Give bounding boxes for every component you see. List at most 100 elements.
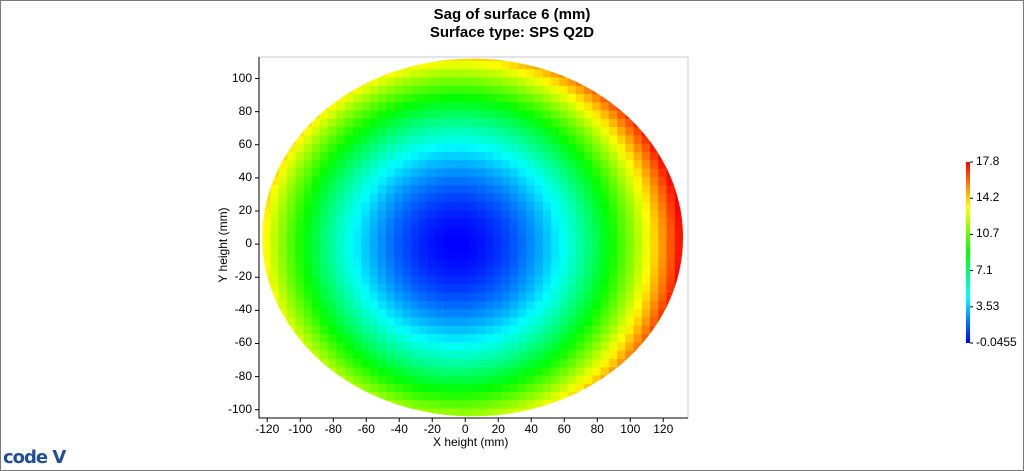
heat-cell [427, 85, 437, 95]
heat-cell [476, 60, 486, 70]
heat-cell [311, 316, 321, 326]
heat-cell [402, 408, 412, 417]
heat-cell [410, 234, 420, 244]
heat-cell [369, 242, 379, 252]
heat-cell [633, 134, 643, 144]
heat-cell [460, 134, 470, 144]
heat-cell [534, 292, 544, 302]
heat-cell [303, 374, 313, 384]
heat-cell [394, 300, 404, 310]
heat-cell [476, 283, 486, 293]
heat-cell [633, 250, 643, 260]
heat-cell [575, 341, 585, 351]
heat-cell [394, 383, 404, 393]
heat-cell [608, 350, 618, 359]
heat-cell [262, 101, 272, 111]
heat-cell [311, 184, 321, 194]
heat-cell [353, 292, 362, 302]
heat-cell [344, 267, 354, 277]
heat-cell [518, 242, 527, 252]
heat-cell [410, 192, 420, 202]
heat-cell [592, 60, 602, 70]
heat-cell [410, 118, 420, 128]
heat-cell [559, 176, 569, 186]
heat-cell [542, 201, 552, 210]
heat-cell [377, 283, 387, 293]
heat-cell [295, 391, 305, 401]
heat-cell [369, 267, 379, 277]
heat-cell [658, 225, 668, 235]
heat-cell [377, 192, 387, 202]
heat-cell [394, 217, 404, 227]
heat-cell [394, 366, 404, 376]
heat-cell [443, 408, 453, 417]
heat-cell [468, 292, 478, 302]
heat-cell [625, 242, 635, 252]
heat-cell [468, 250, 478, 260]
heat-cell [542, 300, 552, 310]
codev-logo: code V [3, 447, 66, 468]
heat-cell [633, 225, 643, 235]
heat-cell [336, 292, 346, 302]
heat-cell [674, 217, 684, 227]
heat-cell [377, 267, 387, 277]
heat-cell [344, 259, 354, 268]
heat-cell [328, 68, 338, 78]
heat-cell [567, 101, 577, 111]
heat-cell [534, 391, 544, 401]
heat-cell [575, 118, 585, 128]
heat-cell [394, 283, 404, 293]
heat-cell [658, 358, 668, 368]
heat-cell [452, 242, 461, 252]
heat-cell [270, 192, 280, 202]
heat-cell [625, 225, 635, 235]
heat-cell [600, 76, 610, 86]
heat-cell [443, 358, 453, 368]
heat-cell [526, 159, 536, 169]
heat-cell [443, 250, 453, 260]
heat-cell [658, 209, 668, 219]
heat-cell [353, 350, 362, 359]
heat-cell [608, 58, 618, 61]
heat-cell [377, 333, 387, 343]
heat-cell [320, 250, 329, 260]
heat-cell [493, 184, 503, 194]
heat-cell [584, 300, 593, 310]
heat-cell [476, 209, 486, 219]
heat-cell [460, 399, 470, 409]
heat-cell [452, 184, 461, 194]
heat-cell [435, 176, 445, 186]
heat-cell [493, 176, 503, 186]
heat-cell [641, 68, 651, 78]
heat-cell [551, 217, 560, 227]
heat-cell [328, 234, 338, 244]
heat-cell [460, 176, 470, 186]
heat-cell [278, 167, 288, 177]
heat-cell [600, 134, 610, 144]
heat-cell [287, 234, 296, 244]
heat-cell [353, 118, 362, 128]
heat-cell [452, 151, 461, 161]
heat-cell [262, 167, 272, 177]
colorbar-tick-label: 17.8 [976, 154, 1000, 168]
heat-cell [427, 176, 437, 186]
heat-cell [435, 325, 445, 335]
heat-cell [287, 308, 296, 318]
heat-cell [526, 383, 536, 393]
heat-cell [641, 93, 651, 103]
heat-cell [625, 316, 635, 326]
heat-cell [559, 209, 569, 219]
heat-cell [666, 76, 676, 86]
heat-cell [452, 58, 461, 61]
heat-cell [311, 408, 321, 417]
heat-cell [518, 151, 527, 161]
heat-cell [600, 151, 610, 161]
heat-cell [369, 383, 379, 393]
heat-cell [460, 242, 470, 252]
heat-cell [641, 151, 651, 161]
heat-cell [386, 383, 395, 393]
heat-cell [608, 184, 618, 194]
heat-cell [650, 308, 659, 318]
heat-cell [443, 85, 453, 95]
heat-cell [386, 167, 395, 177]
